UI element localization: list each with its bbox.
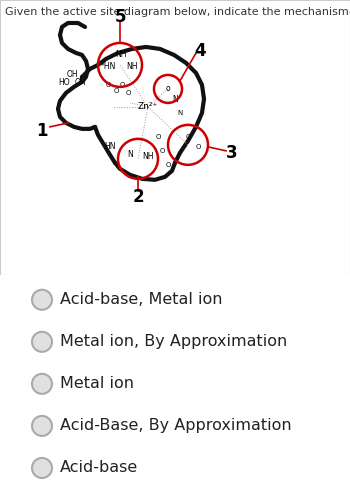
Text: OH: OH xyxy=(66,70,78,79)
Text: N: N xyxy=(177,110,183,116)
Text: O: O xyxy=(113,88,119,94)
Circle shape xyxy=(32,374,52,394)
Text: O: O xyxy=(125,90,131,96)
Text: 4: 4 xyxy=(194,42,206,60)
Text: Given the active site diagram below, indicate the mechanism(s) of catalysis.: Given the active site diagram below, ind… xyxy=(5,7,350,17)
Text: O: O xyxy=(195,144,201,150)
Text: NH: NH xyxy=(126,62,138,71)
Text: N: N xyxy=(172,96,178,104)
Text: Metal ion, By Approximation: Metal ion, By Approximation xyxy=(60,334,287,349)
Text: NH: NH xyxy=(115,50,127,59)
Text: 1: 1 xyxy=(36,122,48,140)
Text: Zn²⁺: Zn²⁺ xyxy=(138,102,158,111)
Text: NH: NH xyxy=(142,152,154,161)
Circle shape xyxy=(32,290,52,310)
Circle shape xyxy=(32,416,52,436)
Text: Acid-base, Metal ion: Acid-base, Metal ion xyxy=(60,292,223,307)
Circle shape xyxy=(32,332,52,352)
Text: 3: 3 xyxy=(226,144,238,162)
Text: O: O xyxy=(155,134,161,140)
Text: Acid-Base, By Approximation: Acid-Base, By Approximation xyxy=(60,418,292,434)
Text: N: N xyxy=(127,150,133,159)
Text: HO: HO xyxy=(58,78,70,88)
Text: OH: OH xyxy=(74,78,86,88)
Text: 2: 2 xyxy=(132,188,144,206)
Text: O: O xyxy=(185,134,191,140)
Bar xyxy=(18,280,332,490)
Circle shape xyxy=(32,458,52,478)
Text: O: O xyxy=(159,148,165,154)
Text: 5: 5 xyxy=(114,8,126,26)
Text: HN: HN xyxy=(104,143,116,151)
Text: Metal ion: Metal ion xyxy=(60,376,134,392)
Text: O: O xyxy=(119,82,125,88)
Text: o: o xyxy=(166,85,170,94)
Text: *HN: *HN xyxy=(100,62,116,71)
Text: Acid-base: Acid-base xyxy=(60,460,138,476)
Text: O: O xyxy=(105,82,111,88)
Text: O: O xyxy=(165,162,171,168)
